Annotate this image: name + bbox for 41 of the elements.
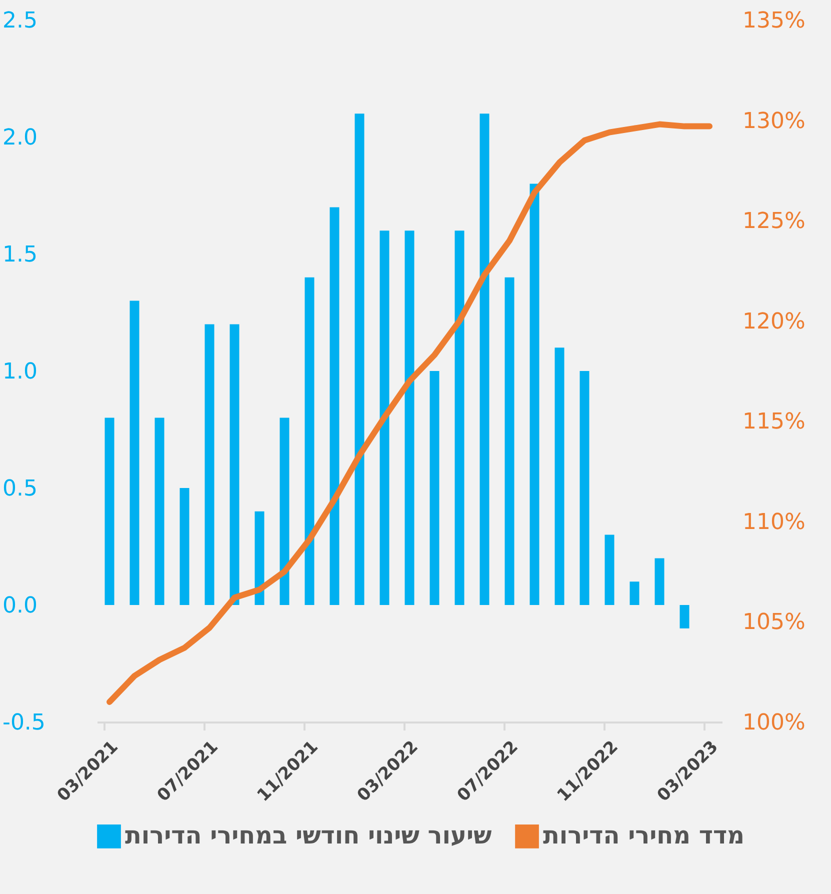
bar [580, 371, 590, 605]
bar [480, 114, 490, 605]
bar [254, 511, 264, 605]
y-tick-label: -0.5 [2, 710, 46, 736]
y2-tick-label: 105% [742, 610, 806, 636]
bar [680, 605, 690, 628]
bar [504, 277, 514, 605]
y2-tick-label: 130% [742, 108, 806, 134]
y-tick-label: 0.5 [2, 476, 38, 502]
bar [530, 184, 540, 605]
legend-label: שיעור שינוי חודשי במחירי הדירות [125, 821, 492, 850]
bar [654, 558, 664, 605]
bar [630, 582, 640, 605]
y-tick-label: 2.5 [2, 8, 38, 34]
y-tick-label: 1.5 [2, 242, 38, 268]
y-tick-label: 1.0 [2, 360, 38, 384]
bar [404, 230, 414, 605]
bar [180, 488, 190, 605]
y2-tick-label: 120% [742, 309, 806, 334]
bar [454, 230, 464, 605]
y2-tick-label: 100% [742, 710, 806, 736]
y2-tick-label: 135% [742, 8, 806, 34]
bar [230, 324, 240, 605]
bar [554, 348, 564, 605]
legend-label: מדד מחירי הדירות [543, 821, 744, 850]
bar [304, 277, 314, 605]
bar [104, 418, 114, 605]
bar [430, 371, 440, 605]
y2-tick-label: 110% [742, 510, 806, 535]
y2-tick-label: 115% [742, 410, 806, 435]
y2-tick-label: 125% [742, 209, 806, 234]
y-tick-label: 2.0 [2, 126, 38, 150]
bar [354, 114, 364, 605]
bar [130, 300, 140, 605]
bar [330, 207, 340, 605]
bar [380, 230, 390, 605]
bar [604, 534, 614, 605]
bar [154, 418, 164, 605]
bar [280, 418, 290, 605]
y-tick-label: 0.0 [2, 594, 38, 618]
bar [204, 324, 214, 605]
